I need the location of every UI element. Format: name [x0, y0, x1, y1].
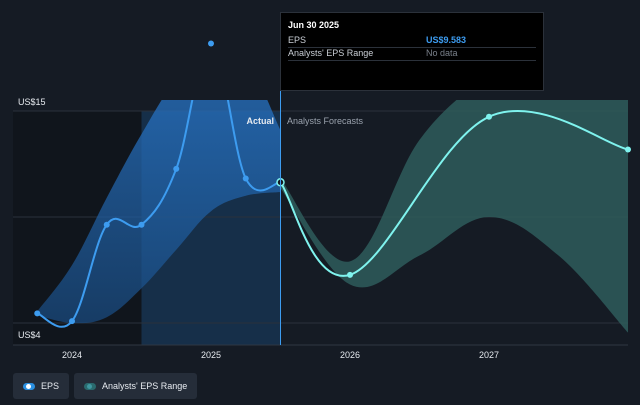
forecast-eps-point [347, 271, 353, 278]
tooltip: Jun 30 2025 EPS US$9.583 Analysts' EPS R… [280, 12, 544, 91]
x-tick-label: 2025 [201, 350, 221, 360]
actual-eps-point [69, 318, 75, 325]
actual-eps-point [242, 175, 249, 182]
actual-eps-point [173, 165, 180, 172]
actual-eps-point [103, 221, 110, 228]
actual-label: Actual [246, 116, 274, 126]
x-tick-label: 2027 [479, 350, 499, 360]
forecast-eps-point [486, 113, 492, 120]
y-tick-label-top: US$15 [18, 97, 46, 107]
actual-eps-point [208, 40, 214, 47]
range-bands [37, 100, 628, 333]
tooltip-range-value: No data [426, 48, 458, 58]
tooltip-eps-label: EPS [288, 35, 307, 45]
forecast-range-band [280, 100, 628, 333]
x-tick-label: 2026 [340, 350, 360, 360]
legend-range-label: Analysts' EPS Range [102, 381, 188, 391]
forecast-eps-point [625, 146, 631, 153]
actual-eps-line [36, 100, 281, 328]
tooltip-eps-value: US$9.583 [426, 35, 467, 45]
eps-lines [36, 100, 628, 328]
legend-item-eps[interactable]: EPS [13, 373, 70, 399]
range-legend-icon [84, 382, 97, 390]
legend-item-range[interactable]: Analysts' EPS Range [74, 373, 198, 399]
actual-eps-point [34, 310, 41, 317]
eps-legend-icon [23, 382, 35, 390]
actual-range-band [37, 100, 281, 324]
legend-eps-label: EPS [41, 381, 60, 391]
forecast-eps-line [279, 110, 628, 277]
tooltip-range-label: Analysts' EPS Range [288, 48, 374, 58]
actual-eps-point [138, 221, 145, 228]
x-axis-ticks: 2024 2025 2026 2027 [62, 350, 499, 360]
y-tick-label-bottom: US$4 [18, 330, 41, 340]
tooltip-date: Jun 30 2025 [288, 20, 340, 30]
legend: EPS Analysts' EPS Range [13, 373, 198, 399]
tooltip-row-eps: EPS US$9.583 [288, 34, 536, 48]
forecast-label: Analysts Forecasts [287, 116, 364, 126]
x-tick-label: 2024 [62, 350, 82, 360]
tooltip-row-range: Analysts' EPS Range No data [288, 47, 536, 61]
